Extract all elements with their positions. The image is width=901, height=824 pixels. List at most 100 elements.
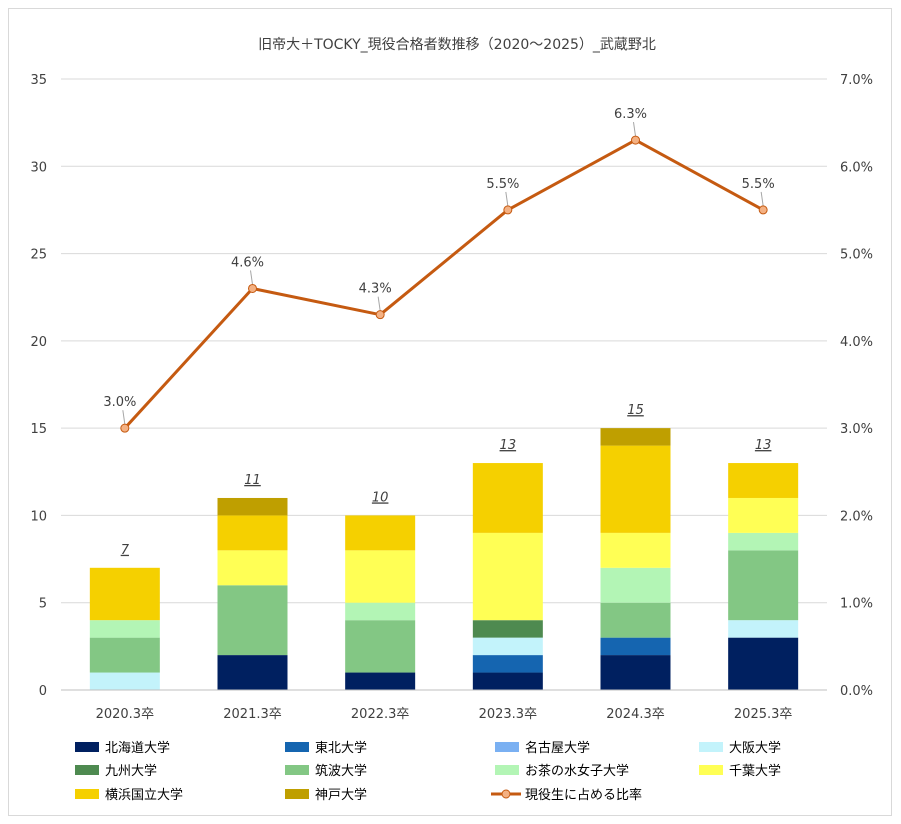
legend-label: 東北大学 [315,740,367,756]
bar-segment [345,602,416,621]
chart-frame: 旧帝大＋TOCKY_現役合格者数推移（2020～2025）_武蔵野北 7 11 10… [8,8,892,816]
bar-segment [600,532,671,568]
y-tick-label: 10 [30,509,47,524]
legend-swatch [75,789,99,799]
legend-swatch [495,765,519,775]
ratio-point [631,135,640,145]
total-label: 10 [372,490,389,505]
ratio-point [503,205,513,215]
ratio-data-label: 4.6% [231,255,264,270]
bar-segment [217,585,288,656]
bar-segment [728,532,799,551]
bar-segment [472,532,543,621]
y2-tick-label: 3.0% [840,422,873,437]
bar-segment [345,550,416,603]
bar-segment [472,463,543,533]
grid [61,78,827,691]
bar-segment [472,655,543,673]
y2-tick-label: 2.0% [840,509,873,524]
bar-segment [728,497,799,533]
ratio-data-label: 5.5% [486,177,519,192]
ratio-data-label: 5.5% [742,177,775,192]
bar-segment [89,620,160,638]
bar-segment [728,463,799,498]
legend-swatch [285,789,309,799]
legend-swatch [285,765,309,775]
bar-segment [89,672,160,690]
x-tick-label: 2022.3卒 [351,707,410,722]
bar-segment [600,602,671,638]
x-tick-label: 2025.3卒 [734,707,793,722]
label-leader [633,122,636,137]
ratio-data-label: 4.3% [359,282,392,297]
ratio-line: 3.0% 4.6% 4.3% 5.5% 6.3% 5.5% [103,107,775,433]
ratio-point [375,310,385,320]
bar-segment [217,550,288,586]
legend-label: 北海道大学 [105,740,170,756]
ratio-point [120,423,130,433]
bar-segment [472,637,543,656]
bars [89,428,799,690]
ratio-data-label: 3.0% [103,395,136,410]
x-tick-label: 2021.3卒 [223,707,282,722]
ratio-point [758,205,768,215]
label-leader [122,410,126,425]
legend-swatch [75,765,99,775]
y2-tick-label: 0.0% [840,684,873,699]
y-tick-label: 25 [30,248,47,263]
legend-label: 横浜国立大学 [105,787,183,803]
bar-segment [600,655,671,690]
bar-segment [600,445,671,533]
y-tick-label: 35 [30,73,47,88]
bar-segment [89,637,160,673]
total-label: 7 [121,543,130,558]
legend-label: 神戸大学 [315,787,367,803]
legend-label: 名古屋大学 [525,740,590,756]
legend-label: 九州大学 [105,763,157,779]
legend-label: お茶の水女子大学 [525,763,629,779]
axes: 0 5 10 15 20 25 30 35 0.0% 1.0% 2.0% 3.0% 4.0% 5.0% 6.… [30,73,873,722]
bar-segment [345,620,416,673]
legend-label: 千葉大学 [729,763,781,779]
bar-segment [472,672,543,690]
legend-label: 筑波大学 [315,763,367,779]
bar-segment [600,428,671,446]
bar-segment [345,515,416,551]
bar-segment [345,672,416,690]
legend-marker [501,789,511,799]
x-tick-label: 2024.3卒 [606,707,665,722]
legend-swatch [75,742,99,752]
bar-segment [217,515,288,551]
bar-segment [217,497,288,516]
legend-swatch [285,742,309,752]
total-label: 13 [500,438,517,453]
bar-segment [728,637,799,690]
legend-label: 大阪大学 [729,740,781,756]
total-label: 13 [755,438,772,453]
y2-tick-label: 6.0% [840,160,873,175]
bar-segment [472,620,543,638]
label-leader [505,191,509,206]
bar-segment [217,655,288,690]
bar-segment [89,567,160,621]
legend-swatch [699,742,723,752]
y2-tick-label: 5.0% [840,248,873,263]
bar-segment [728,550,799,621]
chart-svg: 旧帝大＋TOCKY_現役合格者数推移（2020～2025）_武蔵野北 7 11 10… [30,37,873,803]
bar-segment [600,637,671,656]
y2-tick-label: 4.0% [840,335,873,350]
y2-tick-label: 1.0% [840,597,873,612]
legend-swatch [699,765,723,775]
label-leader [250,270,253,285]
bar-segment [728,620,799,638]
ratio-data-label: 6.3% [614,107,647,122]
ratio-point [248,283,257,293]
y2-tick-label: 7.0% [840,73,873,88]
total-label: 11 [244,473,261,488]
y-tick-label: 0 [39,684,47,699]
chart-title: 旧帝大＋TOCKY_現役合格者数推移（2020～2025）_武蔵野北 [258,37,656,53]
y-tick-label: 15 [30,422,47,437]
x-tick-label: 2023.3卒 [479,707,538,722]
total-label: 15 [627,403,644,418]
